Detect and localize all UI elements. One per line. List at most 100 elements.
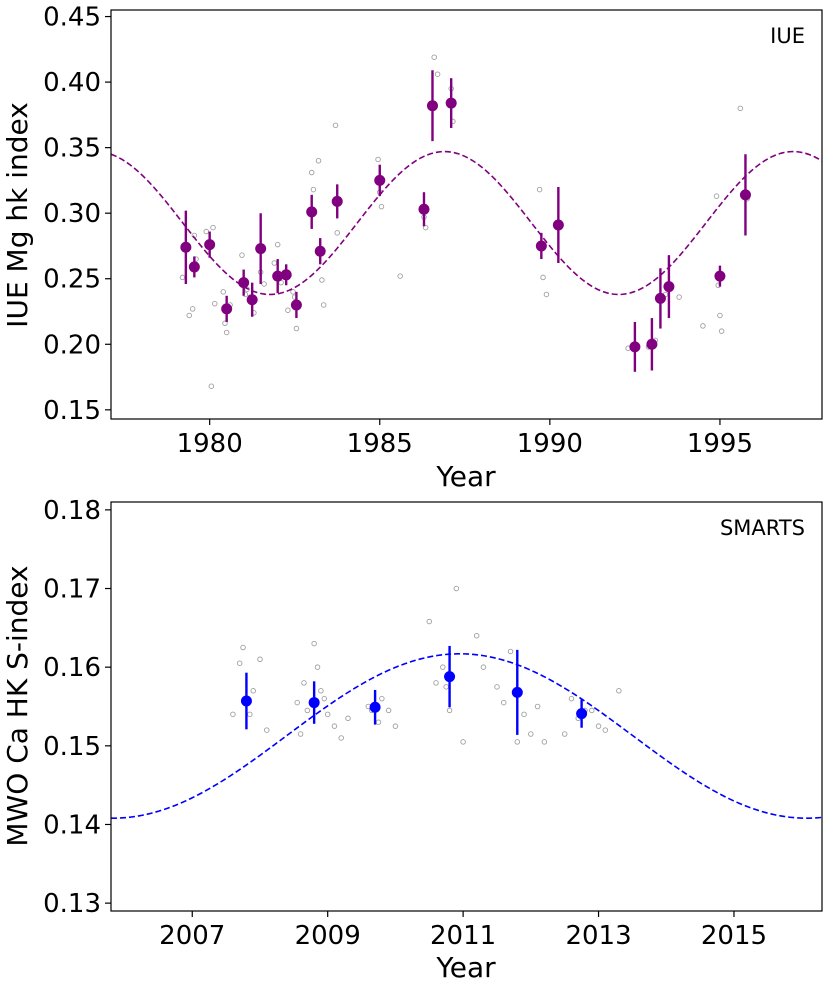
smarts-observation-point: [433, 680, 439, 686]
smarts-observation-point: [528, 731, 534, 737]
iue-observation-point: [397, 273, 403, 279]
smarts-observation-point: [392, 723, 399, 729]
iue-observation-point: [540, 274, 546, 281]
smarts-observation-point: [589, 707, 595, 714]
smarts-observation-point: [507, 648, 514, 655]
iue-plot-frame: [110, 9, 823, 420]
smarts-ticks: 2007 2009 2011 2013 2015 0.13 0.14 0.15 0.16 0.17…: [43, 496, 767, 951]
smarts-observation-point: [321, 695, 328, 702]
iue-observation-point: [334, 230, 340, 236]
smarts-binned-point: [308, 697, 320, 709]
smarts-observation-points: [230, 585, 622, 745]
iue-observation-point: [378, 203, 385, 210]
smarts-binned-point: [576, 708, 588, 720]
smarts-x-tick-label: 2009: [295, 921, 361, 951]
smarts-binned-point: [240, 695, 252, 707]
smarts-observation-point: [331, 723, 338, 729]
smarts-observation-point: [257, 656, 263, 663]
iue-binned-point: [418, 203, 430, 215]
iue-observation-point: [186, 312, 192, 319]
iue-y-axis-title: IUE Mg hk index: [1, 102, 34, 328]
smarts-y-tick-label: 0.18: [43, 496, 101, 526]
smarts-observation-point: [311, 640, 317, 647]
iue-observation-point: [737, 105, 744, 112]
smarts-binned-means: [240, 645, 588, 735]
iue-observation-point: [434, 71, 441, 77]
iue-observation-point: [319, 277, 325, 283]
smarts-observation-point: [500, 699, 507, 706]
smarts-observation-point: [595, 723, 602, 729]
iue-binned-point: [180, 241, 192, 253]
iue-observation-point: [210, 224, 216, 231]
iue-binned-point: [646, 338, 658, 350]
iue-binned-point: [204, 239, 216, 251]
smarts-observation-point: [460, 739, 466, 745]
smarts-observation-point: [345, 715, 351, 722]
smarts-panel-label: SMARTS: [720, 516, 805, 540]
iue-observation-point: [315, 158, 322, 164]
smarts-y-axis-title: MWO Ca HK S-index: [1, 565, 34, 846]
iue-observation-point: [290, 289, 296, 295]
iue-binned-point: [221, 303, 233, 315]
smarts-observation-point: [318, 688, 324, 694]
iue-observation-point: [332, 122, 339, 129]
iue-x-tick-label: 1990: [517, 429, 583, 459]
smarts-observation-point: [443, 684, 449, 690]
smarts-observation-point: [514, 739, 521, 745]
iue-y-tick-label: 0.15: [43, 396, 101, 426]
iue-observation-point: [676, 294, 682, 300]
smarts-y-tick-label: 0.16: [43, 653, 101, 683]
smarts-x-axis-title: Year: [435, 951, 496, 984]
smarts-observation-point: [247, 711, 253, 718]
iue-observation-point: [375, 156, 381, 163]
smarts-y-tick-label: 0.13: [43, 889, 101, 919]
iue-x-tick-label: 1995: [687, 429, 753, 459]
iue-binned-point: [426, 100, 438, 112]
smarts-observation-point: [240, 644, 246, 651]
smarts-plot-frame: [110, 501, 823, 912]
smarts-observation-point: [230, 711, 236, 718]
smarts-observation-point: [561, 731, 568, 737]
iue-observation-point: [308, 169, 315, 176]
iue-binned-point: [280, 269, 292, 281]
iue-observation-point: [208, 383, 215, 389]
smarts-observation-point: [426, 618, 433, 625]
smarts-observation-point: [480, 664, 487, 670]
iue-observation-point: [179, 274, 186, 281]
iue-binned-means: [180, 70, 751, 372]
smarts-x-tick-label: 2011: [430, 921, 496, 951]
iue-observation-point: [293, 325, 300, 332]
iue-y-tick-label: 0.25: [43, 265, 101, 295]
iue-binned-point: [246, 294, 258, 306]
iue-binned-point: [314, 245, 326, 257]
smarts-observation-point: [473, 632, 480, 639]
smarts-binned-point: [511, 686, 523, 698]
iue-binned-point: [445, 97, 457, 109]
smarts-observation-point: [602, 727, 609, 733]
iue-observation-point: [717, 312, 723, 319]
iue-observation-point: [261, 281, 267, 287]
smarts-observation-point: [440, 664, 446, 670]
iue-observation-point: [212, 300, 218, 307]
smarts-binned-point: [444, 671, 456, 683]
smarts-panel: 2007 2009 2011 2013 2015 0.13 0.14 0.15 0.16 0.17…: [1, 496, 823, 984]
iue-observation-point: [713, 193, 720, 199]
smarts-x-tick-label: 2013: [565, 921, 631, 951]
smarts-y-tick-label: 0.14: [43, 810, 101, 840]
iue-cycle-fit-line: [110, 150, 823, 296]
smarts-observation-point: [297, 731, 304, 737]
smarts-observation-point: [324, 711, 331, 718]
iue-observation-point: [203, 228, 210, 235]
iue-binned-point: [290, 299, 302, 311]
iue-x-tick-label: 1980: [177, 429, 243, 459]
iue-observation-point: [718, 328, 725, 334]
smarts-observation-point: [521, 711, 527, 718]
iue-ticks: 1980 1985 1990 1995 0.15 0.20 0.25 0.30 0.35 0.40…: [43, 3, 753, 459]
iue-y-tick-label: 0.45: [43, 3, 101, 33]
smarts-observation-point: [263, 727, 270, 733]
smarts-binned-point: [369, 701, 381, 713]
iue-observation-points: [179, 54, 750, 389]
iue-observation-point: [543, 291, 550, 298]
iue-observation-point: [700, 323, 706, 329]
